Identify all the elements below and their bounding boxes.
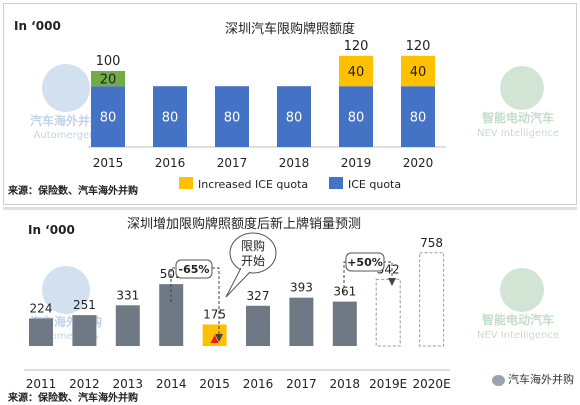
total-label-2019: 120 [344, 39, 369, 54]
legend-swatch-ice [329, 177, 343, 189]
ice-value-2016: 80 [162, 111, 179, 126]
top-category-2016: 2016 [155, 156, 186, 170]
increase-value-2015: 20 [100, 73, 117, 88]
watermark-automergers-top: 汽车海外并购 Automergers [30, 64, 102, 141]
bottom-category-2014: 2014 [156, 377, 187, 391]
top-category-2018: 2018 [279, 156, 310, 170]
top-bars-group: 80 20 100 2015 80 2016 80 2017 80 2018 80 40 120 2019… [91, 39, 435, 170]
top-category-2019: 2019 [341, 156, 372, 170]
top-category-2015: 2015 [93, 156, 124, 170]
callout-restriction: 限购开始 [225, 232, 277, 298]
top-unit-label: In ‘000 [14, 19, 61, 33]
callout-line-2: 开始 [241, 254, 265, 268]
total-label-2020: 120 [406, 39, 431, 54]
increase-bar-2019 [339, 55, 373, 87]
callout-bubble [229, 232, 277, 274]
ice-bar-2017 [215, 86, 249, 147]
bottom-category-2016: 2016 [243, 377, 274, 391]
ice-bar-2019 [339, 86, 373, 147]
sales-value-2020E: 758 [420, 236, 443, 250]
ice-value-2018: 80 [286, 111, 303, 126]
watermark-automergers-en-2: Automergers [34, 331, 99, 342]
ice-bar-2015 [91, 86, 125, 147]
sales-value-2011: 224 [30, 301, 53, 315]
callout-text: 限购开始 [241, 238, 265, 268]
forecast-bar-2020E [419, 252, 445, 347]
watermark-nev-top: 智能电动汽车 NEV Intelligence [477, 66, 559, 139]
bottom-category-2019E: 2019E [369, 377, 407, 391]
callout-line-1: 限购 [241, 238, 265, 253]
sales-value-2016: 327 [247, 289, 270, 303]
bottom-chart-title: 深圳增加限购牌照额度后新上牌销量预测 [127, 216, 361, 232]
bottom-category-2011: 2011 [26, 377, 57, 391]
annotation-drop: -65% [170, 259, 223, 342]
bottom-category-2018: 2018 [330, 377, 361, 391]
sales-value-2017: 393 [290, 281, 313, 295]
callout-tail [225, 267, 251, 298]
bottom-category-2015: 2015 [199, 377, 230, 391]
marker-triangle-2015 [210, 335, 219, 343]
sales-bar-2017 [289, 297, 314, 346]
increase-value-2020: 40 [410, 65, 427, 80]
watermark-nev-cn-2: 智能电动汽车 [481, 312, 554, 327]
bottom-category-2013: 2013 [113, 377, 144, 391]
bottom-unit-label: In ‘000 [28, 223, 75, 237]
sales-value-2015: 175 [203, 307, 226, 321]
ice-value-2015: 80 [100, 111, 117, 126]
top-source-note: 来源：保险数、汽车海外并购 [8, 186, 138, 197]
sales-bar-2012 [72, 315, 97, 346]
sales-bar-2014 [159, 284, 184, 346]
total-label-2015: 100 [96, 54, 121, 69]
annotation-drop-box [175, 259, 213, 279]
sales-value-2013: 331 [116, 288, 139, 302]
ice-value-2019: 80 [348, 111, 365, 126]
bottom-category-2012: 2012 [69, 377, 100, 391]
wechat-icon [492, 374, 505, 386]
bottom-category-2020E: 2020E [413, 377, 451, 391]
ice-bar-2018 [277, 86, 311, 147]
annotation-rise-arrowhead [388, 278, 396, 286]
ice-bar-2016 [153, 86, 187, 147]
legend-label-ice: ICE quota [348, 178, 401, 191]
increase-bar-2020 [401, 55, 435, 87]
legend-swatch-increased [179, 177, 193, 189]
legend-label-increased: Increased ICE quota [198, 178, 308, 191]
annotation-drop-arrowhead [215, 334, 223, 342]
watermark-nev-en: NEV Intelligence [477, 128, 559, 139]
watermark-nev-cn: 智能电动汽车 [481, 110, 554, 125]
sales-value-2018: 361 [333, 285, 356, 299]
wechat-watermark-label: 汽车海外并购 [508, 373, 574, 386]
annotation-rise-box [345, 252, 385, 272]
top-chart-title: 深圳汽车限购牌照额度 [225, 21, 355, 37]
watermark-nev-en-2: NEV Intelligence [477, 330, 559, 341]
sales-bar-2016 [246, 305, 270, 346]
ice-value-2017: 80 [224, 111, 241, 126]
bottom-source-note: 来源：保险数、汽车海外并购 [8, 393, 138, 404]
sales-bar-2018 [332, 301, 357, 346]
bottom-category-2017: 2017 [286, 377, 317, 391]
watermark-nev-bottom: 智能电动汽车 NEV Intelligence [477, 268, 559, 341]
top-category-2020: 2020 [403, 156, 434, 170]
sales-bar-2011 [29, 318, 53, 346]
increase-value-2019: 40 [348, 65, 365, 80]
increase-bar-2015 [91, 71, 125, 87]
annotation-rise-label: +50% [347, 256, 383, 269]
ice-bar-2020 [401, 86, 435, 147]
forecast-bar-2019E [375, 278, 401, 347]
annotation-drop-label: -65% [179, 263, 210, 276]
top-legend: Increased ICE quota ICE quota [179, 177, 401, 191]
sales-bar-2013 [115, 305, 140, 346]
watermark-automergers-cn: 汽车海外并购 [30, 113, 102, 128]
watermark-automergers-en: Automergers [34, 130, 99, 141]
sales-value-2012: 251 [73, 298, 96, 312]
panel-divider [3, 207, 577, 210]
annotation-rise: +50% [343, 252, 396, 293]
top-category-2017: 2017 [217, 156, 248, 170]
ice-value-2020: 80 [410, 111, 427, 126]
wechat-watermark: 汽车海外并购 [492, 371, 574, 387]
